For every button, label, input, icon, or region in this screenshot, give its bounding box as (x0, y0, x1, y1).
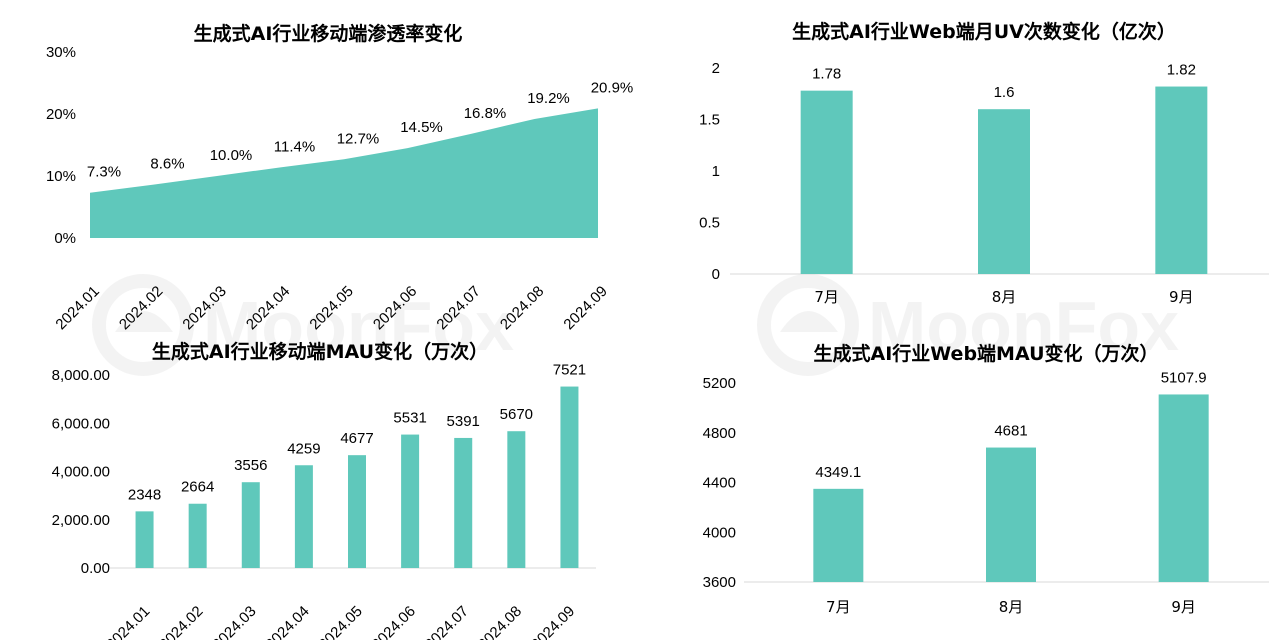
area-series (90, 108, 598, 238)
data-label: 4259 (287, 440, 320, 457)
data-label: 19.2% (527, 90, 570, 107)
y-tick-label: 2,000.00 (52, 512, 110, 529)
x-tick-label: 2024.04 (262, 603, 312, 640)
x-tick-label: 2024.03 (209, 603, 259, 640)
web-uv-chart: 生成式AI行业Web端月UV次数变化（亿次） 0 0.5 1 1.5 2 1.78 7月 1.… (640, 0, 1269, 320)
y-tick-label: 4800 (703, 425, 736, 442)
chart-title: 生成式AI行业移动端渗透率变化 (194, 22, 463, 45)
x-tick-label: 8月 (992, 288, 1017, 306)
data-label: 11.4% (274, 138, 315, 155)
bar (1155, 86, 1208, 274)
x-tick-label: 7月 (826, 598, 851, 616)
bar (507, 431, 526, 568)
bar (1158, 394, 1209, 582)
y-tick-label: 5200 (703, 375, 736, 392)
bar (401, 434, 420, 568)
mobile-mau-chart: 生成式AI行业移动端MAU变化（万次） 0.00 2,000.00 4,000.00… (0, 320, 640, 640)
data-label: 1.82 (1167, 62, 1196, 79)
x-tick-label: 2024.05 (315, 603, 365, 640)
x-tick-label: 2024.08 (475, 603, 525, 640)
bar (978, 109, 1030, 274)
x-tick-label: 7月 (814, 288, 839, 306)
data-label: 20.9% (591, 79, 634, 96)
y-tick-label: 8,000.00 (52, 367, 110, 384)
x-tick-label: 2024.02 (156, 603, 206, 640)
data-label: 3556 (234, 457, 267, 474)
y-tick-label: 4,000.00 (52, 464, 110, 481)
data-label: 14.5% (400, 119, 443, 136)
x-tick-label: 2024.01 (103, 603, 153, 640)
y-tick-label: 1.5 (699, 112, 720, 129)
y-tick-label: 20% (46, 106, 76, 123)
y-tick-label: 2 (712, 60, 720, 77)
y-tick-label: 0.00 (81, 560, 110, 577)
bar (188, 503, 207, 568)
bar (348, 455, 366, 568)
data-label: 12.7% (337, 130, 380, 147)
y-tick-label: 3600 (703, 574, 736, 591)
bar (800, 90, 853, 274)
data-label: 5670 (500, 406, 533, 423)
data-label: 7.3% (87, 164, 121, 181)
y-tick-label: 6,000.00 (52, 415, 110, 432)
x-tick-label: 9月 (1169, 288, 1194, 306)
data-label: 1.78 (812, 66, 841, 83)
data-label: 10.0% (210, 147, 253, 164)
data-label: 4349.1 (815, 464, 861, 481)
x-tick-label: 2024.07 (422, 603, 472, 640)
web-mau-svg: 生成式AI行业Web端MAU变化（万次） 3600 4000 4400 4800 520… (703, 342, 1269, 616)
bar (986, 447, 1036, 582)
y-tick-label: 4400 (703, 475, 736, 492)
y-tick-label: 0.5 (699, 215, 720, 232)
chart-title: 生成式AI行业Web端月UV次数变化（亿次） (792, 20, 1176, 43)
y-tick-label: 0% (54, 230, 76, 247)
data-label: 4677 (340, 430, 373, 447)
chart-title: 生成式AI行业移动端MAU变化（万次） (152, 340, 488, 363)
x-tick-label: 2024.06 (369, 603, 419, 640)
bar (241, 482, 260, 568)
y-tick-label: 1 (712, 163, 720, 180)
data-label: 16.8% (464, 105, 507, 122)
data-label: 4681 (994, 423, 1027, 440)
bar (560, 386, 579, 568)
y-tick-label: 4000 (703, 524, 736, 541)
bar (294, 465, 313, 568)
y-tick-label: 0 (712, 266, 720, 283)
y-tick-label: 10% (46, 168, 76, 185)
data-label: 2348 (128, 486, 161, 503)
web-mau-chart: 生成式AI行业Web端MAU变化（万次） 3600 4000 4400 4800 520… (640, 320, 1269, 640)
bar (135, 511, 154, 568)
data-label: 7521 (553, 362, 586, 379)
data-label: 5391 (447, 413, 480, 430)
bar (454, 437, 473, 568)
data-label: 1.6 (994, 84, 1015, 101)
x-tick-label: 9月 (1171, 598, 1196, 616)
mobile-mau-svg: 生成式AI行业移动端MAU变化（万次） 0.00 2,000.00 4,000.00… (52, 340, 596, 640)
data-label: 5531 (393, 410, 426, 427)
x-tick-label: 8月 (999, 598, 1024, 616)
bar (813, 488, 864, 582)
mobile-penetration-svg: 生成式AI行业移动端渗透率变化 0% 10% 20% 30% 7.3% 8.6% 10.0%… (46, 22, 634, 333)
web-uv-svg: 生成式AI行业Web端月UV次数变化（亿次） 0 0.5 1 1.5 2 1.78 7月 1.… (699, 20, 1269, 306)
x-tick-label: 2024.09 (528, 603, 578, 640)
y-tick-label: 30% (46, 44, 76, 61)
data-label: 5107.9 (1161, 369, 1207, 386)
data-label: 8.6% (150, 156, 184, 173)
data-label: 2664 (181, 479, 214, 496)
mobile-penetration-chart: 生成式AI行业移动端渗透率变化 0% 10% 20% 30% 7.3% 8.6% 10.0%… (0, 0, 640, 333)
chart-title: 生成式AI行业Web端MAU变化（万次） (814, 342, 1159, 365)
